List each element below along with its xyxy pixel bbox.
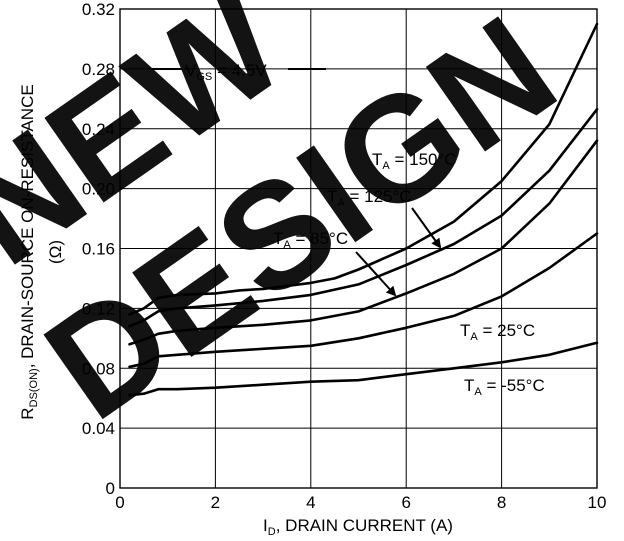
y-axis-unit: (Ω) (46, 240, 65, 264)
y-tick-label: 0.04 (82, 419, 115, 438)
y-tick-label: 0 (106, 479, 115, 498)
y-tick-label: 0.16 (82, 240, 115, 259)
y-tick-label: 0.28 (82, 60, 115, 79)
series-label-3: TA = 25°C (460, 321, 535, 343)
series-label-4: TA = -55°C (464, 376, 545, 398)
ticks: 0 2 4 6 8 10 0 0.04 0.08 0.12 0.16 0.20 0.24 0.28 0.32 (82, 0, 607, 512)
x-tick-label: 6 (401, 493, 410, 512)
plot-frame (119, 8, 598, 489)
arrow-125c (411, 207, 442, 249)
y-tick-label: 0.20 (82, 180, 115, 199)
series-label-1: TA = 125°C (327, 187, 412, 209)
series-line-2 (128, 139, 599, 346)
series-label-0: TA = 150°C (372, 150, 457, 172)
x-tick-label: 10 (588, 493, 607, 512)
grid (119, 8, 598, 489)
y-tick-label: 0.24 (82, 120, 115, 139)
y-tick-label: 0.12 (82, 299, 115, 318)
curves (128, 22, 599, 397)
series-line-3 (128, 232, 599, 369)
labels: TA = 150°C TA = 125°C TA = 85°C TA = 25°C TA… (152, 68, 545, 398)
arrow-85c (355, 251, 397, 297)
series-line-1 (128, 108, 599, 328)
x-tick-label: 8 (497, 493, 506, 512)
y-tick-label: 0.32 (82, 0, 115, 19)
x-tick-label: 2 (211, 493, 220, 512)
y-axis-label: RDS(ON), DRAIN-SOURCE ON-RESISTANCE (18, 84, 40, 419)
y-axis-label-group: RDS(ON), DRAIN-SOURCE ON-RESISTANCE (Ω) (18, 84, 65, 419)
x-axis-label: ID, DRAIN CURRENT (A) (263, 516, 453, 538)
series-line-4 (128, 341, 599, 397)
condition-label: VGS = 4.5V (185, 61, 267, 83)
series-label-2: TA = 85°C (273, 229, 348, 251)
series-line-0 (128, 22, 599, 316)
x-tick-label: 0 (115, 493, 124, 512)
x-tick-label: 4 (306, 493, 315, 512)
y-tick-label: 0.08 (82, 359, 115, 378)
